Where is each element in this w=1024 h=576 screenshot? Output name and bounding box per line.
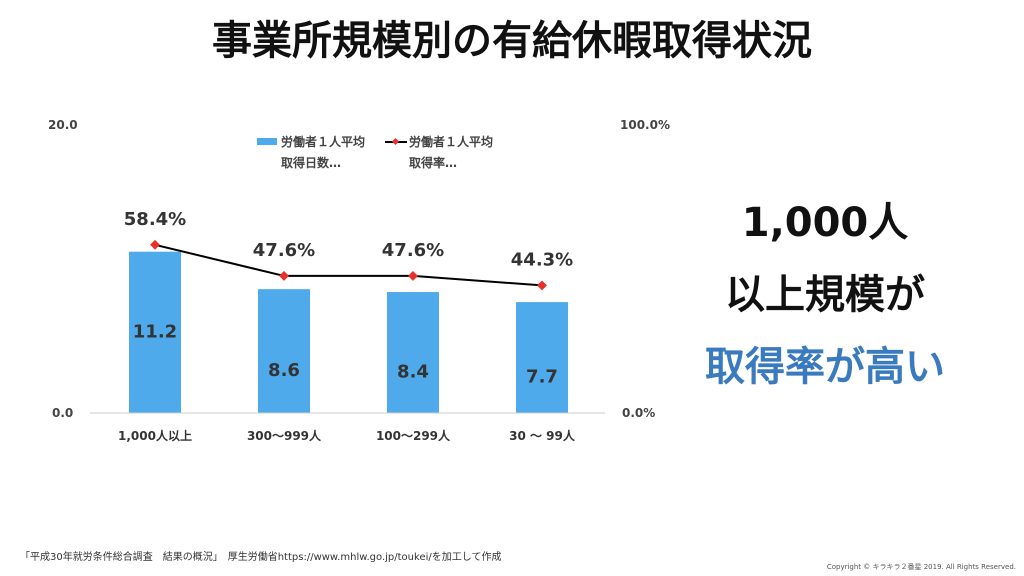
bar-label: 8.4 (397, 362, 429, 383)
legend-line-label: 労働者１人平均 (409, 134, 493, 149)
y-left-tick: 20.0 (48, 118, 78, 132)
legend-line-label: 取得率… (409, 155, 457, 170)
bar (258, 289, 310, 413)
bar-label: 11.2 (133, 321, 177, 342)
line-marker (537, 280, 547, 291)
bar (516, 302, 568, 413)
y-right-tick: 100.0% (620, 118, 670, 132)
message-line-2: 以上規模が (725, 272, 925, 318)
line-label: 47.6% (253, 240, 315, 261)
x-tick-label: 300〜999人 (247, 428, 322, 443)
y-left-tick: 0.0 (52, 406, 73, 420)
legend-bar-swatch (257, 138, 277, 145)
line-marker (279, 270, 289, 281)
line-label: 47.6% (382, 240, 444, 261)
line-label: 44.3% (511, 249, 573, 270)
x-tick-label: 1,000人以上 (118, 428, 192, 443)
bar-label: 8.6 (268, 360, 300, 381)
x-tick-label: 100〜299人 (376, 428, 451, 443)
copyright: Copyright © キラキラ２番星 2019. All Rights Res… (826, 563, 1016, 571)
bar (129, 251, 181, 413)
y-right-tick: 0.0% (622, 406, 655, 420)
legend-bar-label: 労働者１人平均 (281, 134, 365, 149)
source-note: 「平成30年就労条件総合調査 結果の概況」 厚生労働省https://www.m… (20, 552, 502, 563)
message-line-1: 1,000人 (741, 200, 909, 246)
line-marker (150, 239, 160, 250)
legend-bar-label: 取得日数… (281, 155, 341, 170)
x-tick-label: 30 〜 99人 (509, 428, 576, 443)
line-series (154, 243, 543, 287)
line-marker (408, 270, 418, 281)
bar-label: 7.7 (526, 367, 558, 388)
legend-line-marker (391, 137, 400, 146)
page-title: 事業所規模別の有給休暇取得状況 (212, 18, 812, 64)
bar (387, 292, 439, 413)
message-line-3: 取得率が高い (705, 344, 945, 390)
line-label: 58.4% (124, 209, 186, 230)
